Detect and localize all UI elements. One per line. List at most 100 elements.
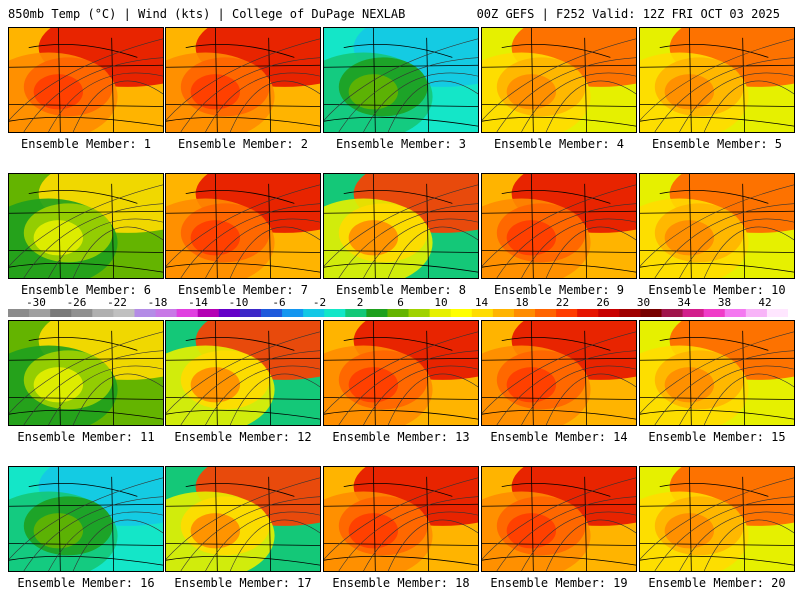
color-scale-segment (324, 309, 346, 317)
color-scale-segment (535, 309, 557, 317)
color-scale-segment (661, 309, 684, 317)
ensemble-member-label: Ensemble Member: 8 (335, 283, 467, 297)
color-scale-segment (8, 309, 30, 317)
color-scale-segment (640, 309, 663, 317)
color-scale-segment (345, 309, 367, 317)
color-scale-tick-label: 26 (596, 296, 610, 309)
color-scale-segment (598, 309, 620, 317)
color-scale-segment (218, 309, 241, 317)
ensemble-member-label: Ensemble Member: 13 (332, 430, 470, 444)
color-scale-tick-label: 22 (555, 296, 570, 309)
ensemble-map-panel (323, 27, 479, 133)
ensemble-map-panel (639, 320, 795, 426)
ensemble-member-label: Ensemble Member: 1 (20, 137, 152, 151)
ensemble-member-label: Ensemble Member: 18 (332, 576, 470, 590)
color-scale-tick-label: -26 (66, 296, 87, 309)
ensemble-member-label: Ensemble Member: 19 (490, 576, 628, 590)
color-scale-segment (429, 309, 452, 317)
color-scale-segment (408, 309, 431, 317)
ensemble-member-label: Ensemble Member: 17 (174, 576, 312, 590)
ensemble-member-label: Ensemble Member: 9 (493, 283, 625, 297)
color-scale-segment (619, 309, 641, 317)
ensemble-map-panel (323, 173, 479, 279)
color-scale-tick-label: -10 (228, 296, 249, 309)
color-scale-segment (703, 309, 726, 317)
ensemble-map-panel (323, 466, 479, 572)
color-scale-segment (260, 309, 283, 317)
color-scale-tick-label: -22 (107, 296, 127, 309)
color-scale-segment (366, 309, 388, 317)
header-title-left: 850mb Temp (°C) | Wind (kts) | College o… (8, 7, 406, 21)
ensemble-member-label: Ensemble Member: 3 (335, 137, 467, 151)
ensemble-map-panel (165, 27, 321, 133)
color-scale-segment (450, 309, 473, 317)
color-scale-segment (556, 309, 578, 317)
ensemble-map-panel (323, 320, 479, 426)
ensemble-member-label: Ensemble Member: 6 (20, 283, 152, 297)
color-scale-segment (471, 309, 494, 317)
color-scale-segment (239, 309, 262, 317)
color-scale-segment (577, 309, 599, 317)
color-scale-tick-label: -14 (188, 296, 208, 309)
color-scale-tick-label: 42 (758, 296, 772, 309)
ensemble-map-panel (639, 466, 795, 572)
ensemble-map-panel (8, 320, 164, 426)
ensemble-member-label: Ensemble Member: 16 (17, 576, 155, 590)
ensemble-member-label: Ensemble Member: 12 (174, 430, 312, 444)
color-scale-bar (8, 309, 788, 317)
color-scale-segment (303, 309, 325, 317)
header-title-right: 00Z GEFS | F252 Valid: 12Z FRI OCT 03 20… (476, 7, 780, 21)
ensemble-map-panel (481, 320, 637, 426)
color-scale-tick-label: 14 (474, 296, 489, 309)
color-scale-segment (387, 309, 410, 317)
color-scale-segment (71, 309, 93, 317)
ensemble-map-panel (481, 466, 637, 572)
color-scale-segment (197, 309, 220, 317)
color-scale-tick-label: -6 (272, 296, 286, 309)
color-scale-tick-label: -2 (312, 296, 327, 309)
color-scale-segment (155, 309, 178, 317)
ensemble-member-label: Ensemble Member: 14 (490, 430, 628, 444)
ensemble-map-panel (165, 173, 321, 279)
color-scale-tick-label: 6 (397, 296, 404, 309)
ensemble-map-panel (639, 173, 795, 279)
ensemble-member-label: Ensemble Member: 5 (651, 137, 783, 151)
color-scale-segment (492, 309, 515, 317)
ensemble-member-label: Ensemble Member: 20 (648, 576, 786, 590)
color-scale-segment (134, 309, 157, 317)
ensemble-map-panel (8, 466, 164, 572)
color-scale-segment (724, 309, 747, 317)
ensemble-member-label: Ensemble Member: 7 (177, 283, 309, 297)
ensemble-map-panel (481, 173, 637, 279)
ensemble-map-panel (8, 27, 164, 133)
ensemble-member-label: Ensemble Member: 4 (493, 137, 625, 151)
ensemble-member-label: Ensemble Member: 15 (648, 430, 786, 444)
color-scale-tick-label: 30 (636, 296, 651, 309)
ensemble-member-label: Ensemble Member: 2 (177, 137, 309, 151)
color-scale-tick-label: -30 (26, 296, 46, 309)
color-scale-segment (29, 309, 51, 317)
ensemble-map-panel (165, 466, 321, 572)
color-scale-segment (766, 309, 788, 317)
color-scale-segment (113, 309, 135, 317)
ensemble-map-panel (639, 27, 795, 133)
color-scale-segment (176, 309, 199, 317)
ensemble-member-label: Ensemble Member: 11 (17, 430, 155, 444)
color-scale-segment (513, 309, 536, 317)
color-scale-tick-label: -18 (147, 296, 168, 309)
color-scale-segment (745, 309, 768, 317)
ensemble-member-label: Ensemble Member: 10 (648, 283, 786, 297)
color-scale-segment (50, 309, 72, 317)
color-scale-tick-label: 34 (677, 296, 691, 309)
color-scale-segment (682, 309, 705, 317)
ensemble-map-panel (481, 27, 637, 133)
color-scale-tick-label: 10 (434, 296, 448, 309)
color-scale-tick-label: 38 (717, 296, 732, 309)
color-scale-tick-label: 2 (356, 296, 364, 309)
ensemble-map-panel (8, 173, 164, 279)
color-scale-segment (282, 309, 304, 317)
color-scale-segment (92, 309, 114, 317)
ensemble-map-panel (165, 320, 321, 426)
color-scale-tick-label: 18 (515, 296, 529, 309)
